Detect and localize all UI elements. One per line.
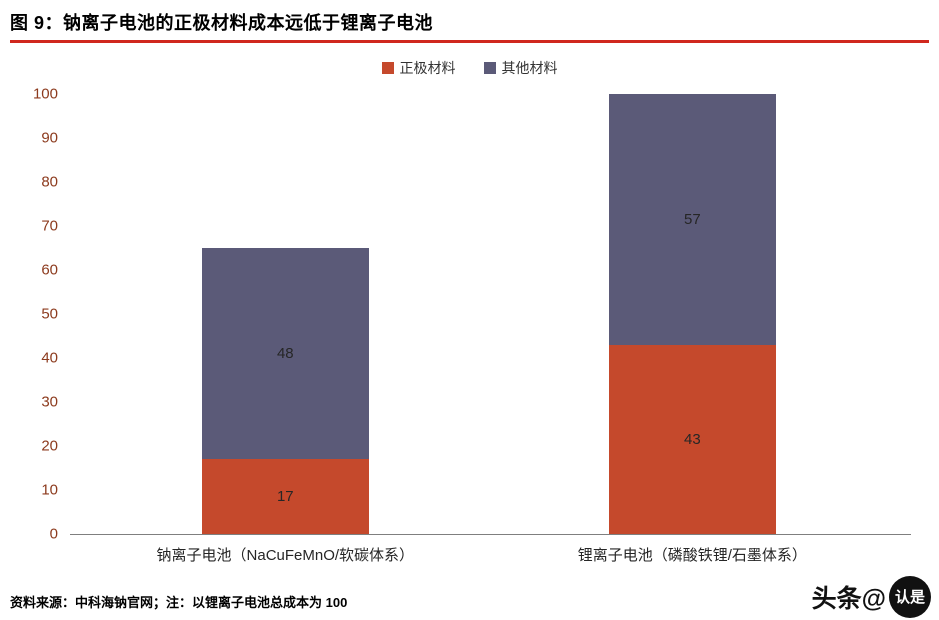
legend-swatch <box>483 62 496 74</box>
y-axis-tick-label: 0 <box>49 525 58 543</box>
x-axis-labels: 钠离子电池（NaCuFeMnO/软碳体系） 锂离子电池（磷酸铁锂/石墨体系） <box>70 544 911 568</box>
bar-value-label: 57 <box>683 210 701 228</box>
title-underline <box>10 40 929 43</box>
bar-value-label: 17 <box>276 488 294 506</box>
watermark: 头条@ 认是 <box>812 576 931 618</box>
legend-swatch <box>381 62 394 74</box>
bar-value-label: 48 <box>276 345 294 363</box>
bar-segment: 57 <box>609 94 776 345</box>
figure-title: 图 9：钠离子电池的正极材料成本远低于锂离子电池 <box>10 13 434 33</box>
bar-segment: 17 <box>202 459 369 534</box>
y-axis-tick-label: 50 <box>41 305 58 323</box>
y-axis-tick-label: 60 <box>41 261 58 279</box>
plot-area: 0 10 20 30 40 50 60 70 80 90 100 17 48 43 57 <box>33 86 911 543</box>
y-axis-tick-label: 80 <box>41 173 58 191</box>
chart-legend: 正极材料 其他材料 <box>0 58 939 78</box>
bar-segment: 48 <box>202 248 369 460</box>
watermark-text: 头条@ <box>811 585 886 613</box>
y-axis-tick-label: 100 <box>32 85 58 103</box>
legend-item: 其他材料 <box>483 58 558 78</box>
x-axis-category-label: 钠离子电池（NaCuFeMnO/软碳体系） <box>156 547 415 564</box>
y-axis-tick-label: 20 <box>41 437 58 455</box>
y-axis-tick-label: 90 <box>41 129 58 147</box>
y-axis-tick-label: 70 <box>41 217 58 235</box>
watermark-badge: 认是 <box>889 576 931 618</box>
source-note: 资料来源：中科海钠官网；注：以锂离子电池总成本为 100 <box>10 595 348 610</box>
legend-item: 正极材料 <box>381 58 456 78</box>
legend-label: 其他材料 <box>501 60 558 76</box>
bar-segment: 43 <box>609 344 776 534</box>
y-axis-tick-label: 10 <box>41 481 58 499</box>
y-axis-tick-label: 40 <box>41 349 58 367</box>
y-axis-tick-label: 30 <box>41 393 58 411</box>
legend-label: 正极材料 <box>399 60 456 76</box>
bar-value-label: 43 <box>683 430 701 448</box>
x-axis-category-label: 锂离子电池（磷酸铁锂/石墨体系） <box>577 547 807 564</box>
